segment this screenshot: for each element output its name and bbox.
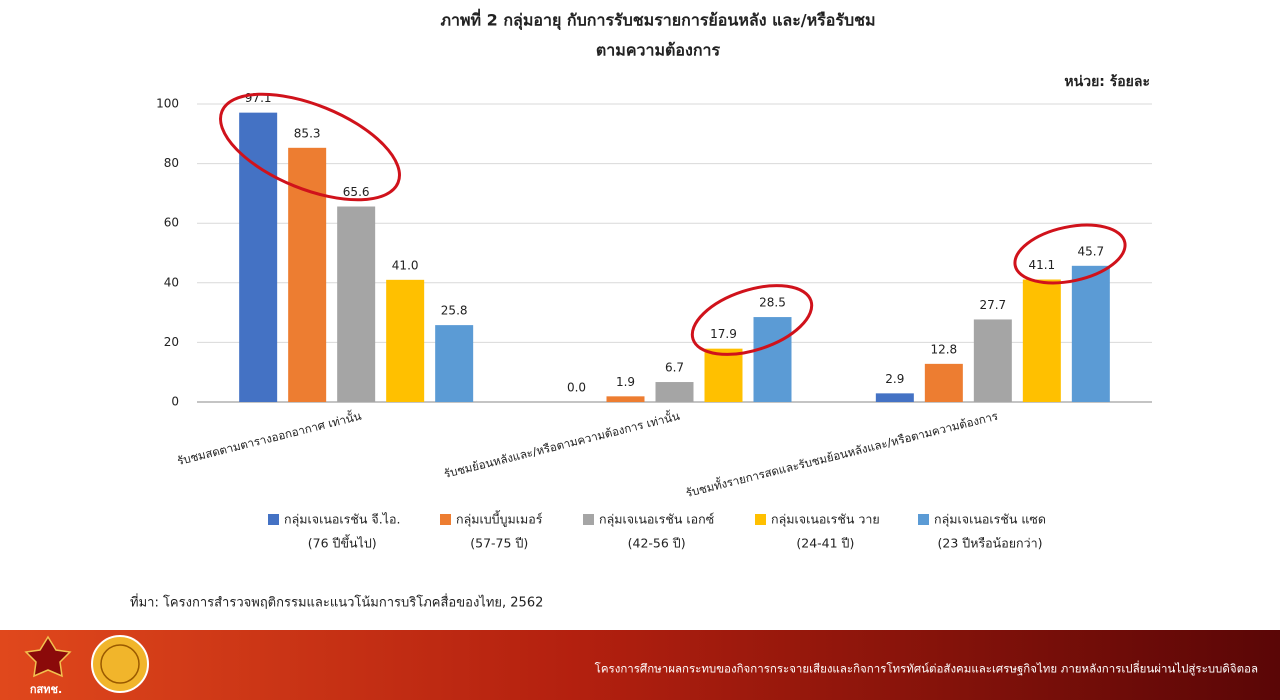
highlight — [690, 284, 814, 356]
chart-title: ตามความต้องการ — [596, 41, 721, 60]
source: ที่มา: โครงการสำรวจพฤติกรรมและแนวโน้มการ… — [130, 594, 543, 611]
legend-label: กลุ่มเจเนอเรชัน แซด — [934, 512, 1046, 528]
bar — [875, 393, 914, 402]
legend-age: (76 ปีขึ้นไป) — [308, 534, 377, 551]
bar — [239, 112, 278, 402]
logo-text: กสทช. — [30, 683, 62, 696]
value-label: 41.0 — [392, 258, 419, 272]
highlight — [1013, 223, 1127, 285]
bar — [1071, 265, 1110, 402]
footer-text: โครงการศึกษาผลกระทบของกิจการกระจายเสียงแ… — [595, 661, 1258, 676]
x-tick-label: รับชมย้อนหลังและ/หรือตามความต้องการ เท่า… — [442, 408, 681, 481]
legend-age: (42-56 ปี) — [628, 536, 686, 551]
bar — [386, 279, 425, 402]
legend-age: (23 ปีหรือน้อยกว่า) — [938, 536, 1043, 551]
legend-label: กลุ่มเจเนอเรชัน เอกซ์ — [599, 512, 714, 528]
value-label: 25.8 — [441, 304, 468, 318]
legend-swatch — [440, 514, 451, 525]
legend-swatch — [268, 514, 279, 525]
bar — [973, 319, 1012, 402]
value-label: 1.9 — [616, 375, 635, 389]
bar — [606, 396, 645, 402]
value-label: 41.1 — [1028, 258, 1055, 272]
value-label: 85.3 — [294, 126, 321, 140]
logo: กสทช. — [24, 635, 149, 696]
legend-swatch — [583, 514, 594, 525]
legend-label: กลุ่มเจเนอเรชัน วาย — [771, 512, 880, 528]
value-label: 12.8 — [930, 342, 957, 356]
y-tick-label: 40 — [164, 275, 179, 289]
x-tick-label: รับชมทั้งรายการสดและรับชมย้อนหลังและ/หรื… — [684, 408, 999, 500]
value-label: 0.0 — [567, 381, 586, 395]
value-label: 17.9 — [710, 327, 737, 341]
value-label: 28.5 — [759, 296, 786, 310]
bar — [753, 317, 792, 402]
bar — [924, 363, 963, 402]
y-tick-label: 100 — [156, 97, 179, 111]
y-tick-label: 60 — [164, 216, 179, 230]
value-label: 27.7 — [979, 298, 1006, 312]
legend-label: กลุ่มเจเนอเรชัน จี.ไอ. — [284, 512, 400, 528]
bar — [337, 206, 376, 402]
bar — [1022, 279, 1061, 402]
bar — [704, 348, 743, 402]
bar — [435, 325, 474, 402]
plot: 0 20 40 60 80 100 รับชมสดตามตารางออกอากาศ เท่า… — [156, 91, 1152, 500]
value-label: 45.7 — [1077, 244, 1104, 258]
bar — [655, 382, 694, 402]
legend-label: กลุ่มเบบี้บูมเมอร์ — [456, 510, 543, 528]
value-label: 65.6 — [343, 185, 370, 199]
legend-swatch — [755, 514, 766, 525]
chart-title: ภาพที่ 2 กลุ่มอายุ กับการรับชมรายการย้อน… — [440, 9, 875, 31]
value-label: 2.9 — [885, 372, 904, 386]
legend-age: (24-41 ปี) — [796, 536, 854, 551]
highlight — [219, 92, 401, 202]
value-label: 6.7 — [665, 361, 684, 375]
y-tick-label: 0 — [171, 395, 179, 409]
y-tick-label: 80 — [164, 156, 179, 170]
footer-band — [0, 630, 1280, 700]
y-tick-label: 20 — [164, 335, 179, 349]
legend-swatch — [918, 514, 929, 525]
x-tick-label: รับชมสดตามตารางออกอากาศ เท่านั้น — [175, 408, 362, 468]
legend-age: (57-75 ปี) — [470, 536, 528, 551]
unit-label: หน่วย: ร้อยละ — [1064, 74, 1150, 90]
